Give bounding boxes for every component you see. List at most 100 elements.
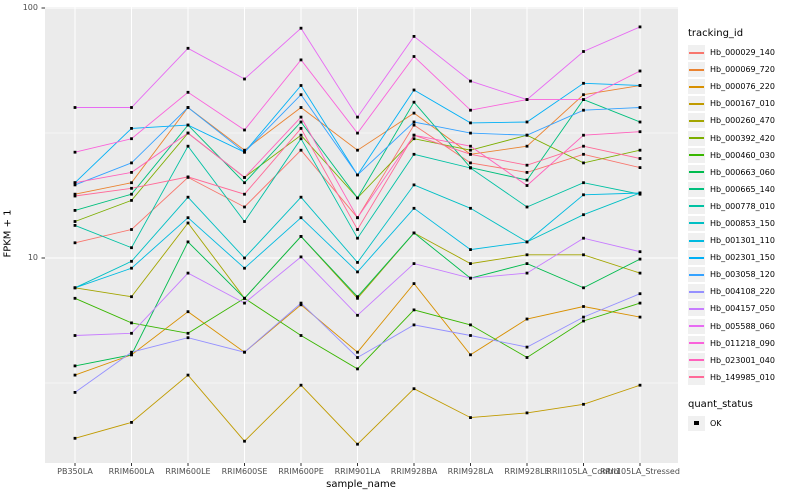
data-point: [412, 123, 416, 127]
data-point: [469, 131, 472, 135]
data-point: [299, 195, 303, 199]
data-point: [469, 166, 472, 170]
data-point: [130, 331, 133, 335]
data-point: [73, 334, 77, 337]
data-point: [186, 310, 190, 314]
data-point: [638, 148, 642, 152]
data-point: [638, 292, 642, 296]
legend-key-icon: [688, 198, 705, 214]
legend-key-icon: [688, 301, 705, 317]
data-point: [412, 137, 416, 141]
data-point: [412, 133, 416, 137]
data-point: [73, 194, 77, 198]
data-point: [638, 84, 642, 87]
legend-key-icon: [688, 113, 705, 129]
data-point: [130, 161, 133, 165]
legend-item-Hb_000663_060: Hb_000663_060: [688, 164, 798, 181]
data-point: [525, 356, 529, 359]
data-point: [525, 271, 529, 275]
legend-item-Hb_001301_110: Hb_001301_110: [688, 232, 798, 249]
data-point: [469, 334, 472, 337]
data-point: [412, 35, 416, 38]
legend-item-label: Hb_000392_420: [710, 133, 775, 143]
data-point: [130, 421, 133, 424]
legend-key-icon: [688, 130, 705, 146]
data-point: [186, 216, 190, 220]
legend-item-label: Hb_000029_140: [710, 48, 775, 58]
legend-item-label: Hb_000167_010: [710, 99, 775, 109]
x-tick-label: RRIM600LE: [165, 467, 211, 476]
legend-item-Hb_005588_060: Hb_005588_060: [688, 318, 798, 335]
data-point: [525, 144, 529, 148]
data-point: [525, 133, 529, 137]
data-point: [412, 282, 416, 285]
data-point: [243, 350, 246, 354]
x-tick-label: RRII105LA_Control: [546, 467, 621, 476]
data-point: [525, 262, 529, 265]
data-point: [356, 356, 359, 359]
data-point: [582, 81, 585, 85]
data-point: [525, 317, 529, 321]
data-point: [243, 439, 246, 443]
data-point: [73, 106, 77, 109]
data-point: [299, 216, 303, 220]
data-point: [469, 108, 472, 112]
data-point: [638, 106, 642, 109]
data-point: [356, 148, 359, 152]
legend-items: Hb_000029_140 Hb_000069_720 Hb_000076_220 H…: [688, 44, 798, 386]
data-point: [582, 236, 585, 240]
x-tick-label: RRIM600SE: [221, 467, 268, 476]
data-point: [412, 152, 416, 156]
legend-key-icon: [688, 352, 705, 368]
x-tick-label: RRIM600PE: [278, 467, 324, 476]
data-point: [243, 301, 246, 305]
legend-item-Hb_004108_220: Hb_004108_220: [688, 283, 798, 300]
data-point: [582, 213, 585, 217]
data-point: [130, 228, 133, 231]
data-point: [582, 98, 585, 101]
data-point: [130, 186, 133, 190]
legend-item-Hb_011218_090: Hb_011218_090: [688, 335, 798, 352]
x-tick-label: RRII105LA_Stressed: [600, 467, 680, 476]
legend-key-icon: [688, 369, 705, 385]
data-point: [356, 236, 359, 240]
data-point: [412, 387, 416, 391]
data-point: [638, 120, 642, 124]
data-point: [469, 353, 472, 357]
data-point: [582, 144, 585, 148]
data-point: [356, 196, 359, 200]
quant-status-item: OK: [688, 415, 798, 432]
legend-key-icon: [688, 79, 705, 95]
data-point: [356, 173, 359, 177]
data-point: [299, 84, 303, 87]
data-point: [186, 331, 190, 335]
x-tick-label: RRIM901LA: [334, 467, 381, 476]
data-point: [186, 144, 190, 148]
data-point: [186, 373, 190, 377]
data-point: [130, 259, 133, 263]
legend-item-label: Hb_000778_010: [710, 201, 775, 211]
legend-item-Hb_000665_140: Hb_000665_140: [688, 181, 798, 198]
legend-item-Hb_002301_150: Hb_002301_150: [688, 249, 798, 266]
data-point: [638, 25, 642, 29]
data-point: [525, 345, 529, 349]
legend-key-icon: [688, 284, 705, 300]
data-point: [412, 231, 416, 235]
data-point: [638, 315, 642, 319]
data-point: [469, 262, 472, 265]
data-point: [130, 127, 133, 130]
data-point: [186, 240, 190, 244]
data-point: [412, 206, 416, 210]
data-point: [525, 120, 529, 124]
data-point: [243, 128, 246, 132]
data-point: [356, 228, 359, 231]
data-point: [299, 255, 303, 259]
y-axis-title: FPKM + 1: [2, 209, 14, 258]
data-point: [469, 152, 472, 156]
data-point: [243, 150, 246, 154]
legend-key-icon: [688, 147, 705, 163]
data-point: [356, 313, 359, 317]
data-point: [299, 58, 303, 62]
legend-key-icon: [688, 250, 705, 266]
